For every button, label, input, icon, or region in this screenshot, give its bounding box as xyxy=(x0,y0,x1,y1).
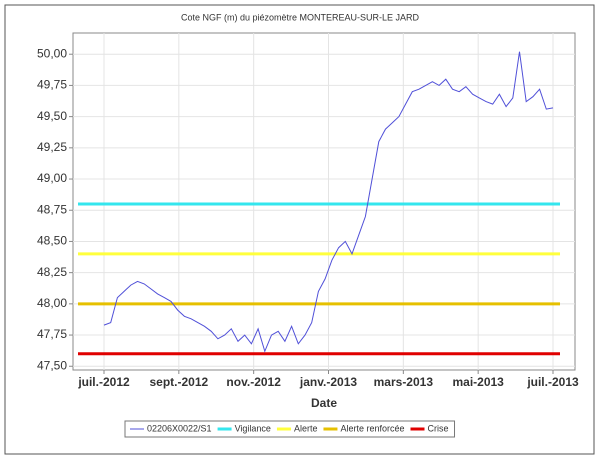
chart-title: Cote NGF (m) du piézomètre MONTEREAU-SUR… xyxy=(181,12,420,22)
y-tick-label: 47,75 xyxy=(37,327,67,341)
x-tick-label: sept.-2012 xyxy=(149,375,208,389)
legend-label: Alerte renforcée xyxy=(340,423,404,433)
x-tick-label: mai-2013 xyxy=(452,375,504,389)
legend-label: Alerte xyxy=(294,423,318,433)
x-tick-label: janv.-2013 xyxy=(299,375,357,389)
plot-area xyxy=(72,32,576,371)
x-tick-label: nov.-2012 xyxy=(226,375,281,389)
legend-label: 02206X0022/S1 xyxy=(147,423,212,433)
y-tick-label: 47,50 xyxy=(37,358,67,372)
y-tick-label: 48,75 xyxy=(37,202,67,216)
y-tick-label: 48,50 xyxy=(37,234,67,248)
y-tick-label: 48,00 xyxy=(37,296,67,310)
legend-label: Crise xyxy=(428,423,449,433)
x-tick-label: juil.-2012 xyxy=(77,375,130,389)
y-tick-label: 49,75 xyxy=(37,78,67,92)
y-tick-label: 49,25 xyxy=(37,140,67,154)
x-tick-label: mars-2013 xyxy=(374,375,434,389)
y-tick-label: 49,50 xyxy=(37,109,67,123)
y-tick-label: 50,00 xyxy=(37,46,67,60)
legend-label: Vigilance xyxy=(235,423,271,433)
data-line xyxy=(103,51,554,353)
x-tick-label: juil.-2013 xyxy=(526,375,579,389)
y-tick-label: 48,25 xyxy=(37,265,67,279)
y-tick-label: 49,00 xyxy=(37,171,67,185)
x-axis-label: Date xyxy=(311,396,337,410)
